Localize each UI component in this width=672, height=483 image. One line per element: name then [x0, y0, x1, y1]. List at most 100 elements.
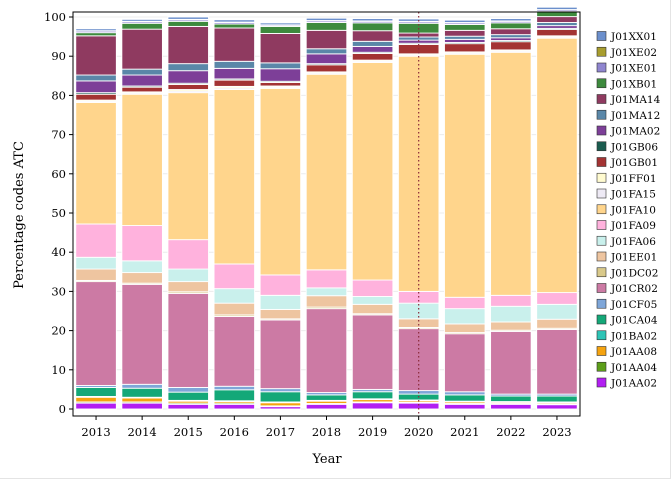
bar-segment-j01ma14-2018 — [306, 30, 347, 48]
legend-swatch — [597, 158, 606, 167]
bar-segment-j01fa10-2018 — [306, 74, 347, 270]
bar-segment-j01xx01-2023 — [537, 7, 578, 9]
bar-segment-j01aa02-2021 — [444, 404, 485, 409]
bar-segment-j01fa06-2018 — [306, 288, 347, 296]
bar-segment-j01fa10-2015 — [168, 93, 209, 240]
legend-label: J01BA02 — [610, 330, 657, 342]
legend: J01XX01J01XE02J01XE01J01XB01J01MA14J01MA… — [597, 31, 661, 390]
bar-segment-j01ee01-2018 — [306, 296, 347, 307]
y-tick-label: 90 — [51, 49, 66, 63]
x-tick-label: 2020 — [404, 425, 433, 439]
y-tick-label: 0 — [59, 402, 66, 416]
bar-segment-j01gb01-2015 — [168, 84, 209, 89]
x-tick-label: 2017 — [266, 425, 295, 439]
legend-label: J01DC02 — [610, 267, 658, 279]
legend-swatch — [597, 95, 606, 104]
legend-label: J01CA04 — [610, 315, 658, 327]
legend-swatch — [597, 63, 606, 72]
legend-label: J01MA12 — [610, 110, 660, 122]
bar-segment-j01cr02-2018 — [306, 309, 347, 393]
x-tick-label: 2022 — [496, 425, 525, 439]
bar-segment-j01fa06-2019 — [352, 296, 393, 304]
bar-segment-j01fa10-2021 — [444, 54, 485, 297]
legend-swatch — [597, 236, 606, 245]
x-tick-label: 2014 — [127, 425, 156, 439]
bar-segment-j01aa02-2023 — [537, 405, 578, 409]
legend-swatch — [597, 126, 606, 135]
bar-segment-j01ma14-2016 — [214, 28, 255, 61]
legend-swatch — [597, 378, 606, 387]
legend-swatch — [597, 205, 606, 214]
bar-segment-j01fa09-2014 — [122, 226, 163, 261]
legend-swatch — [597, 221, 606, 230]
bar-segment-j01ma14-2019 — [352, 31, 393, 42]
legend-label: J01CF05 — [610, 299, 657, 311]
bar-segment-j01xx01-2022 — [491, 19, 532, 21]
bar-segment-j01ma14-2023 — [537, 17, 578, 23]
bar-segment-j01fa10-2019 — [352, 62, 393, 280]
legend-label: J01XX01 — [610, 31, 657, 43]
bar-segment-j01ma14-2022 — [491, 29, 532, 35]
bar-segment-j01fa09-2018 — [306, 270, 347, 288]
legend-swatch — [597, 142, 606, 151]
y-tick-label: 70 — [51, 128, 66, 142]
bars-layer — [76, 7, 577, 409]
bar-segment-j01ee01-2021 — [444, 324, 485, 333]
bar-segment-j01ma02-2019 — [352, 46, 393, 52]
bar-segment-j01ca04-2019 — [352, 392, 393, 399]
bar-segment-j01fa09-2017 — [260, 275, 301, 295]
bar-segment-j01fa06-2023 — [537, 304, 578, 319]
legend-label: J01EE01 — [610, 252, 657, 264]
x-tick-label: 2023 — [542, 425, 571, 439]
bar-segment-j01cr02-2015 — [168, 293, 209, 387]
bar-segment-j01ma12-2018 — [306, 49, 347, 54]
bar-segment-j01fa06-2015 — [168, 269, 209, 282]
bar-segment-j01cf05-2016 — [214, 386, 255, 390]
bar-segment-j01fa06-2014 — [122, 261, 163, 273]
bar-segment-j01aa02-2016 — [214, 404, 255, 409]
bar-segment-j01xx01-2015 — [168, 17, 209, 19]
bar-segment-j01ma14-2014 — [122, 29, 163, 69]
bar-segment-j01aa02-2015 — [168, 404, 209, 409]
legend-swatch — [597, 189, 606, 198]
legend-swatch — [597, 47, 606, 56]
x-tick-label: 2016 — [220, 425, 249, 439]
bar-segment-j01xb01-2022 — [491, 23, 532, 29]
bar-segment-j01ca04-2022 — [491, 396, 532, 401]
legend-label: J01MA02 — [610, 126, 660, 138]
bar-segment-j01fa10-2014 — [122, 94, 163, 225]
legend-swatch — [597, 173, 606, 182]
legend-label: J01AA02 — [610, 378, 657, 390]
legend-swatch — [597, 299, 606, 308]
legend-swatch — [597, 347, 606, 356]
bar-segment-j01fa09-2021 — [444, 297, 485, 308]
bar-segment-j01ee01-2016 — [214, 303, 255, 315]
bar-segment-j01ca04-2014 — [122, 388, 163, 397]
legend-label: J01GB06 — [610, 141, 658, 153]
legend-label: J01FF01 — [610, 173, 657, 185]
legend-label: J01MA14 — [610, 94, 661, 106]
bar-segment-j01ee01-2017 — [260, 309, 301, 318]
bar-segment-j01ca04-2023 — [537, 396, 578, 402]
y-tick-label: 10 — [51, 363, 66, 377]
legend-label: J01XE01 — [610, 63, 657, 75]
bar-segment-j01xb01-2021 — [444, 24, 485, 30]
bar-segment-j01cr02-2021 — [444, 334, 485, 392]
bar-segment-j01xb01-2019 — [352, 23, 393, 31]
x-tick-label: 2013 — [81, 425, 110, 439]
bar-segment-j01aa08-2017 — [260, 403, 301, 406]
legend-swatch — [597, 284, 606, 293]
legend-swatch — [597, 268, 606, 277]
bar-segment-j01fa09-2023 — [537, 293, 578, 305]
bar-segment-j01cr02-2016 — [214, 316, 255, 386]
bar-segment-j01ma02-2013 — [76, 81, 117, 93]
bar-segment-j01cr02-2017 — [260, 320, 301, 389]
bar-segment-j01ma02-2018 — [306, 54, 347, 64]
bar-segment-j01cf05-2017 — [260, 389, 301, 392]
bar-segment-j01fa10-2022 — [491, 52, 532, 295]
bar-segment-j01ma14-2013 — [76, 36, 117, 75]
x-tick-label: 2021 — [450, 425, 479, 439]
